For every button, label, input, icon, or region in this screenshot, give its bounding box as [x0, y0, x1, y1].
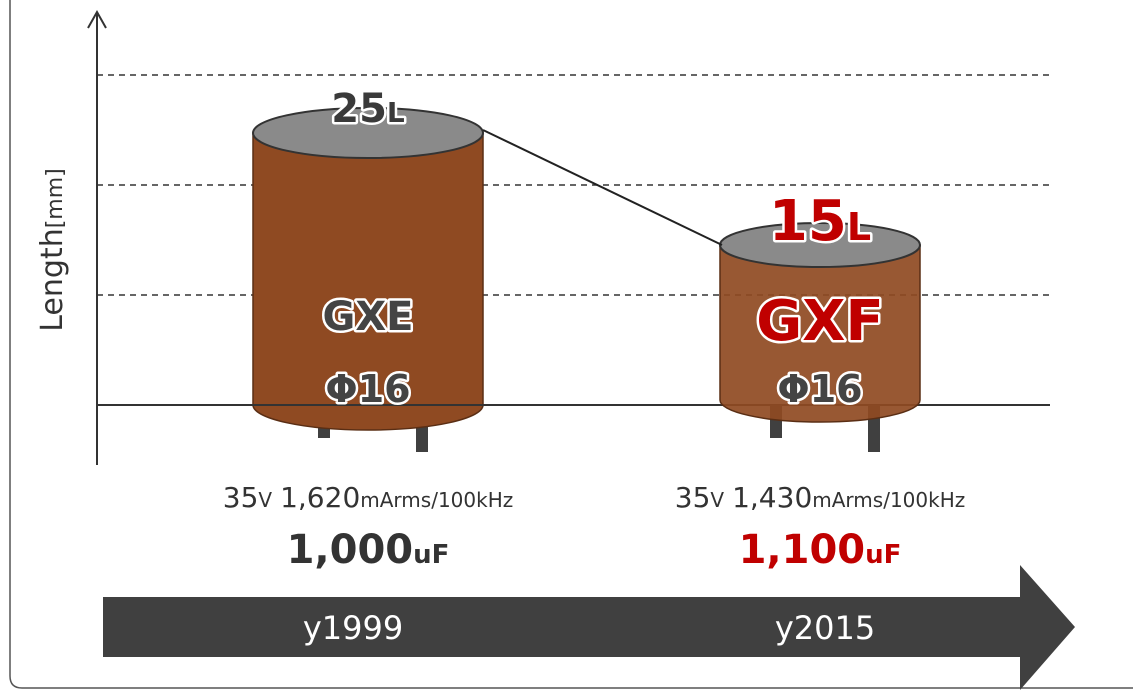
timeline-arrow [103, 565, 1075, 690]
capacitance-unit: uF [413, 540, 449, 570]
capacitance-unit: uF [865, 540, 901, 570]
year-label: y2015 [775, 609, 875, 647]
voltage-unit: V [258, 488, 272, 512]
capacitance: 1,000uF [287, 527, 450, 573]
height-unit: L [387, 96, 405, 129]
capacitance-number: 1,000 [287, 527, 414, 573]
capacitance-number: 1,100 [739, 527, 866, 573]
ripple-unit: mArms/100kHz [360, 488, 513, 512]
axis-label-unit: [mm] [43, 168, 68, 228]
capacitance: 1,100uF [739, 527, 902, 573]
height-unit: L [847, 205, 871, 249]
voltage-number: 35 [675, 481, 711, 514]
height-label: 15L [769, 189, 871, 254]
trend-line [483, 130, 722, 245]
year-label: y1999 [303, 609, 403, 647]
diameter: Φ16 [325, 367, 410, 411]
axis-label-main: Length [35, 228, 70, 331]
voltage-unit: V [710, 488, 724, 512]
ripple-number: 1,430 [732, 481, 812, 514]
series-name: GXF [756, 289, 883, 354]
diameter: Φ16 [777, 367, 862, 411]
axis-label: Length[mm] [35, 168, 70, 332]
ripple-number: 1,620 [280, 481, 360, 514]
height-number: 15 [769, 189, 847, 254]
height-number: 25 [331, 86, 387, 132]
voltage-number: 35 [223, 481, 259, 514]
series-name: GXE [323, 294, 414, 340]
height-label: 25L [331, 86, 405, 132]
spec: 35V 1,620mArms/100kHz [223, 481, 513, 514]
page: Length[mm] 25L GXE Φ16 35V1,620mArms/100… [0, 0, 1133, 699]
frame [10, 0, 1133, 688]
diagram: Length[mm] 25L GXE Φ16 35V1,620mArms/100… [0, 0, 1133, 699]
spec: 35V 1,430mArms/100kHz [675, 481, 965, 514]
ripple-unit: mArms/100kHz [812, 488, 965, 512]
